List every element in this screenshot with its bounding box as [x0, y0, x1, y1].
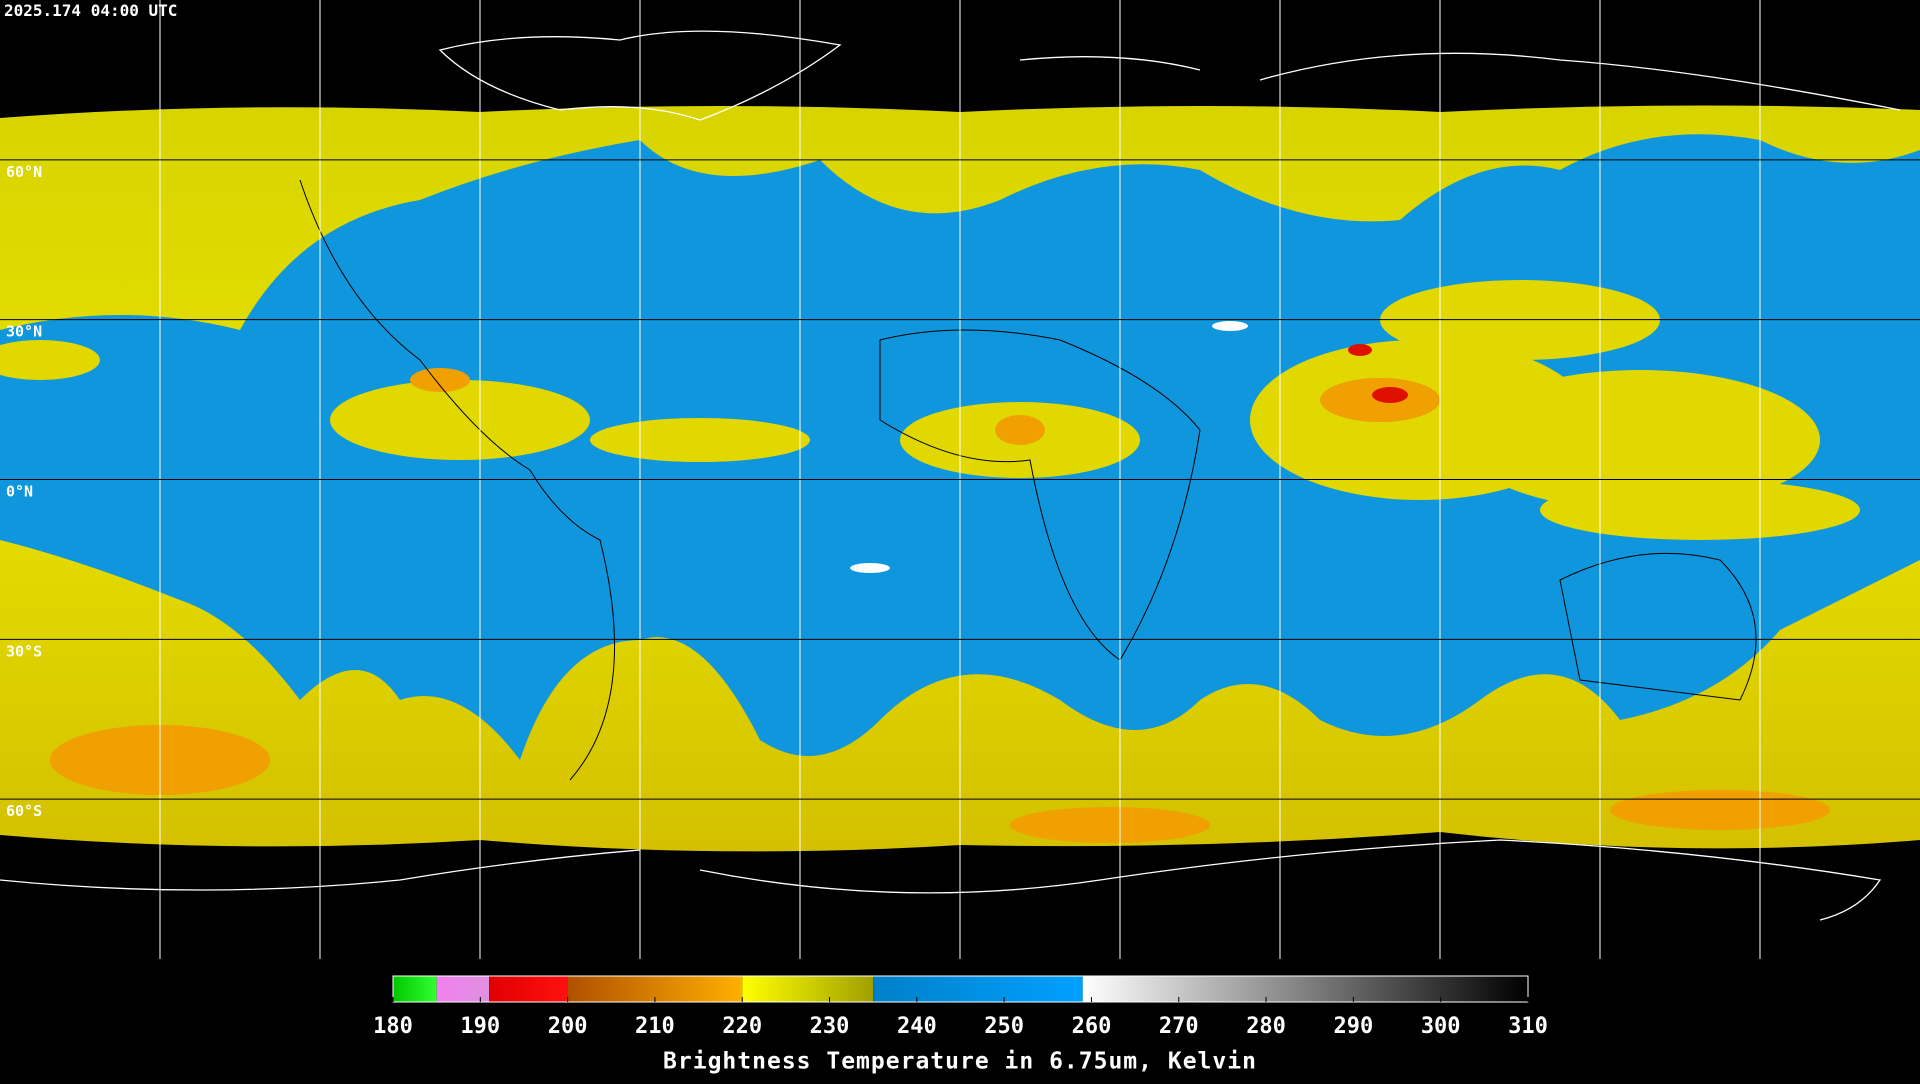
colorbar-segment: [742, 976, 874, 1002]
colorbar-tick-label: 260: [1072, 1014, 1112, 1039]
colorbar-tick-label: 240: [897, 1014, 937, 1039]
colorbar: 180 190 200 210 220 230 240 250 260 270 280 290 300 3…: [373, 975, 1548, 1039]
colorbar-tick-label: 290: [1334, 1014, 1374, 1039]
colorbar-segment: [489, 976, 568, 1002]
colorbar-title: Brightness Temperature in 6.75um, Kelvin: [663, 1049, 1257, 1075]
coastlines: [299, 179, 1757, 781]
graticule: [159, 0, 1761, 959]
latitude-label: 0°N: [6, 483, 33, 501]
colorbar-tick-label: 190: [460, 1014, 500, 1039]
latitude-labels: 60°N 30°N 0°N 30°S 60°S: [6, 163, 42, 820]
timestamp: 2025.174 04:00 UTC: [4, 1, 177, 20]
latitude-label: 30°N: [6, 323, 42, 341]
warm-spots: [850, 321, 1248, 573]
colorbar-tick-label: 310: [1508, 1014, 1548, 1039]
colorbar-frame: [392, 975, 1529, 1003]
colorbar-tick-label: 300: [1421, 1014, 1461, 1039]
coldest-tops: [1348, 344, 1408, 403]
colorbar-segment: [393, 976, 437, 1002]
colorbar-tick-label: 220: [722, 1014, 762, 1039]
latitude-label: 30°S: [6, 642, 42, 660]
colorbar-tick-label: 280: [1246, 1014, 1286, 1039]
latitude-label: 60°S: [6, 802, 42, 820]
colorbar-tick-label: 200: [548, 1014, 588, 1039]
coastlines-polar: [0, 30, 1901, 921]
colorbar-segment: [1082, 976, 1528, 1002]
colorbar-tick-label: 210: [635, 1014, 675, 1039]
colorbar-segment: [873, 976, 1083, 1002]
colorbar-tick-label: 180: [373, 1014, 413, 1039]
colorbar-tick-label: 250: [984, 1014, 1024, 1039]
latitude-label: 60°N: [6, 163, 42, 181]
colorbar-segment: [436, 976, 490, 1002]
colorbar-tick-label: 270: [1159, 1014, 1199, 1039]
colorbar-tick-label: 230: [810, 1014, 850, 1039]
